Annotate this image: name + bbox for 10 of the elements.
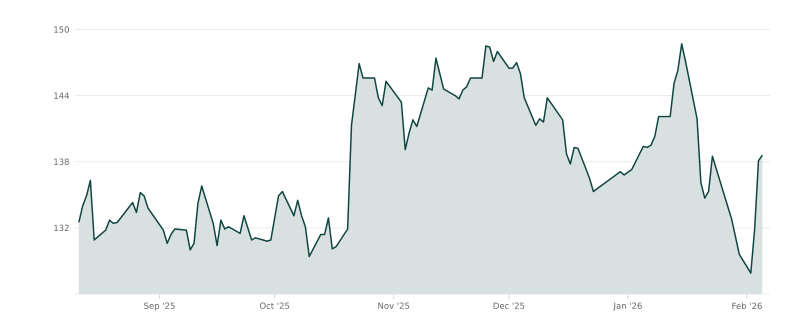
y-tick-label: 132	[54, 224, 69, 232]
x-tick-label: Jan '26	[613, 302, 642, 311]
x-tick-label: Feb '26	[732, 302, 762, 310]
x-tick-label: Dec '25	[494, 302, 524, 309]
y-tick-label: 150	[54, 26, 69, 33]
x-tick-label: Nov '25	[378, 302, 410, 309]
y-tick-label: 138	[54, 158, 69, 165]
y-tick-label: 144	[54, 92, 69, 99]
x-tick-label: Oct '25	[260, 302, 290, 309]
x-tick-label: Sep '25	[144, 302, 175, 311]
